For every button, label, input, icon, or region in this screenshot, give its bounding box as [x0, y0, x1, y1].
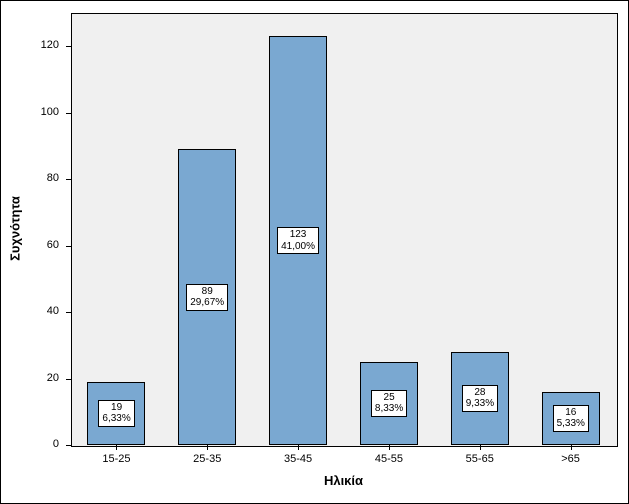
bar-count: 123	[281, 229, 315, 241]
y-tick-label: 20	[1, 372, 59, 384]
y-tick-mark	[66, 113, 71, 114]
x-tick-mark	[389, 445, 390, 450]
y-tick-mark	[66, 445, 71, 446]
x-tick-label: 25-35	[162, 453, 253, 465]
y-tick-mark	[66, 179, 71, 180]
bar-percent: 5,33%	[557, 418, 585, 430]
x-tick-mark	[116, 445, 117, 450]
y-tick-label: 40	[1, 305, 59, 317]
y-tick-mark	[66, 312, 71, 313]
y-tick-mark	[66, 246, 71, 247]
y-axis-label: Συχνότητα	[8, 174, 23, 284]
age-frequency-chart: 020406080100120Συχνότητα196,33%15-258929…	[0, 0, 629, 504]
bar-percent: 41,00%	[281, 241, 315, 253]
bar-value-label: 196,33%	[98, 400, 134, 427]
y-tick-label: 100	[1, 106, 59, 118]
plot-area	[71, 13, 618, 447]
x-tick-label: 35-45	[253, 453, 344, 465]
bar-count: 89	[190, 286, 224, 298]
y-tick-mark	[66, 46, 71, 47]
bar-percent: 8,33%	[375, 403, 403, 415]
y-tick-mark	[66, 379, 71, 380]
x-tick-label: 45-55	[344, 453, 435, 465]
bar-percent: 29,67%	[190, 297, 224, 309]
x-tick-mark	[480, 445, 481, 450]
y-tick-label: 120	[1, 39, 59, 51]
bar-value-label: 12341,00%	[277, 227, 319, 254]
bar-count: 19	[102, 402, 130, 414]
x-tick-label: >65	[525, 453, 616, 465]
bar-value-label: 289,33%	[462, 385, 498, 412]
bar-count: 25	[375, 392, 403, 404]
bar-value-label: 165,33%	[553, 405, 589, 432]
bar-count: 28	[466, 387, 494, 399]
x-tick-label: 55-65	[434, 453, 525, 465]
bar-value-label: 8929,67%	[186, 284, 228, 311]
x-tick-mark	[298, 445, 299, 450]
x-tick-mark	[571, 445, 572, 450]
bar-percent: 9,33%	[466, 398, 494, 410]
y-tick-label: 0	[1, 438, 59, 450]
x-tick-mark	[207, 445, 208, 450]
x-axis-label: Ηλικία	[71, 473, 616, 488]
x-tick-label: 15-25	[71, 453, 162, 465]
bar-value-label: 258,33%	[371, 390, 407, 417]
bar-percent: 6,33%	[102, 413, 130, 425]
bar-count: 16	[557, 407, 585, 419]
